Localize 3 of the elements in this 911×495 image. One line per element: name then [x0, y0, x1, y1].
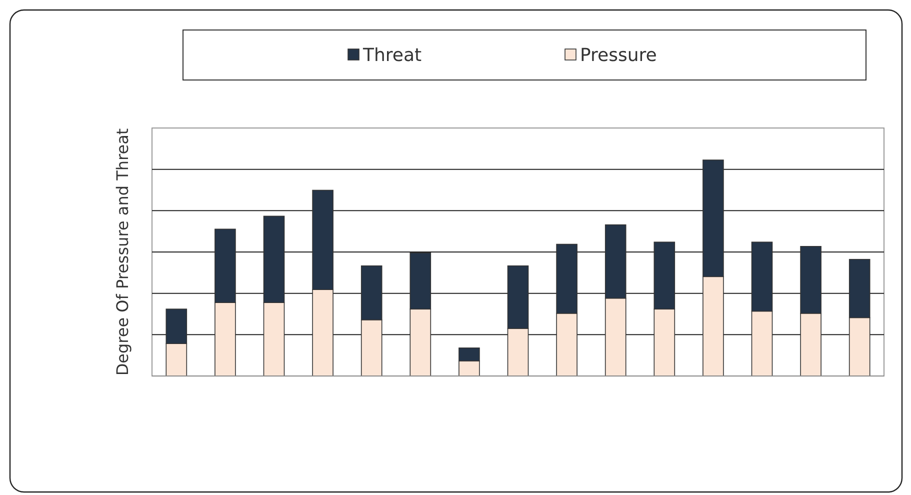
legend-label: Threat	[362, 45, 422, 66]
y-axis-title: Degree Of Pressure and Threat	[113, 128, 132, 376]
legend-label: Pressure	[580, 45, 657, 66]
